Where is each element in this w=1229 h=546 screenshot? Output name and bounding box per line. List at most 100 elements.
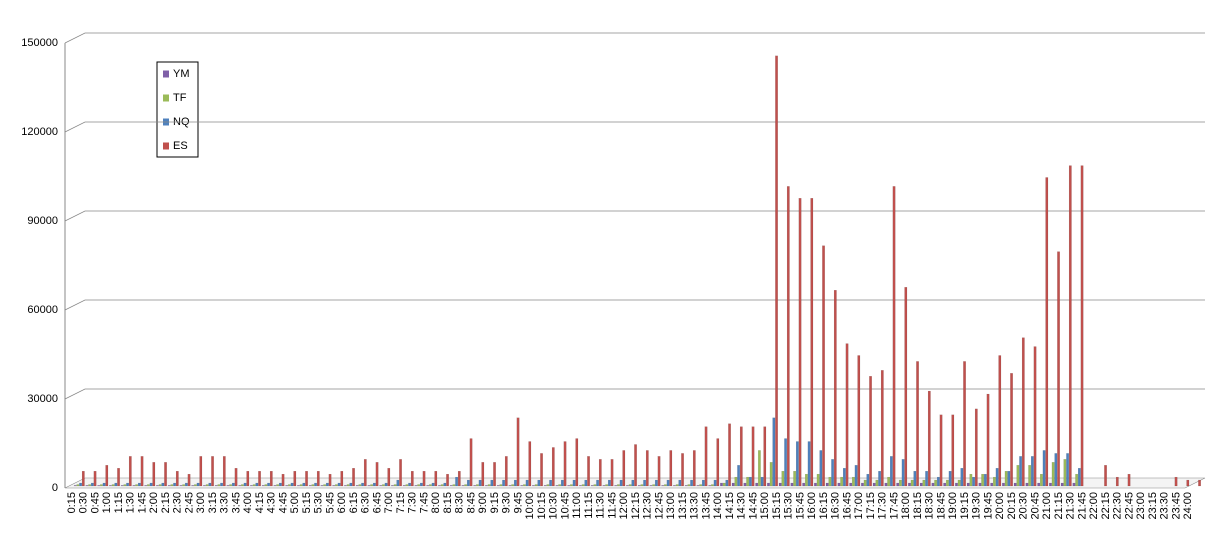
bar <box>100 484 103 487</box>
bar <box>314 482 317 487</box>
legend-label: TF <box>173 92 187 104</box>
bar <box>720 482 723 487</box>
bar <box>957 479 961 487</box>
bar <box>1080 165 1084 487</box>
bar <box>540 453 543 487</box>
bar <box>657 456 661 487</box>
bar <box>593 484 597 487</box>
bar <box>739 426 743 487</box>
bar <box>370 484 374 487</box>
bar <box>88 484 91 487</box>
x-tick-label: 9:15 <box>489 492 501 513</box>
bar <box>572 479 576 487</box>
bar <box>622 450 626 487</box>
x-tick-label: 3:30 <box>219 492 231 513</box>
x-tick-label: 2:45 <box>183 492 195 513</box>
bar <box>140 456 144 487</box>
x-tick-label: 24:00 <box>1182 492 1194 520</box>
bar <box>637 485 641 487</box>
bar <box>904 287 908 487</box>
bar <box>1013 482 1017 487</box>
bar <box>502 479 505 487</box>
bar <box>305 471 308 487</box>
x-tick-label: 17:45 <box>888 492 900 520</box>
bar <box>269 471 273 487</box>
bar <box>73 485 77 487</box>
x-tick-label: 19:00 <box>947 492 959 520</box>
x-tick-label: 13:00 <box>665 492 677 520</box>
bar <box>561 479 564 487</box>
x-tick-label: 16:00 <box>806 492 818 520</box>
legend-label: YM <box>173 68 190 80</box>
bar <box>410 471 414 487</box>
bar <box>819 450 823 487</box>
bar <box>528 441 532 487</box>
x-tick-label: 21:15 <box>1053 492 1065 520</box>
x-tick-label: 15:30 <box>783 492 795 520</box>
bar <box>955 482 958 487</box>
bar <box>252 484 256 487</box>
x-tick-label: 15:15 <box>771 492 783 520</box>
y-tick-label: 60000 <box>27 304 58 316</box>
bar <box>590 485 594 487</box>
bar <box>111 484 115 487</box>
bar <box>563 441 567 487</box>
bar <box>85 485 89 487</box>
bar <box>258 471 261 487</box>
bar <box>728 423 731 487</box>
bar <box>443 482 447 487</box>
bar <box>158 484 162 487</box>
bar <box>666 479 670 487</box>
bar <box>499 484 503 487</box>
x-tick-label: 8:00 <box>430 492 442 513</box>
bar <box>922 479 926 487</box>
bar <box>990 482 994 487</box>
bar <box>1040 473 1043 487</box>
bar <box>786 186 790 487</box>
bar <box>896 482 900 487</box>
x-tick-label: 4:45 <box>277 492 289 513</box>
bar <box>126 482 129 487</box>
bar <box>966 482 970 487</box>
x-tick-label: 0:45 <box>89 492 101 513</box>
bar <box>628 484 632 487</box>
x-tick-label: 23:30 <box>1159 492 1171 520</box>
x-tick-label: 5:30 <box>313 492 325 513</box>
bar <box>810 198 814 487</box>
bar <box>290 482 294 487</box>
bar <box>511 484 515 487</box>
bar <box>332 485 336 487</box>
x-tick-label: 13:15 <box>677 492 689 520</box>
bar <box>1068 165 1072 487</box>
bar <box>863 479 867 487</box>
x-tick-label: 1:00 <box>101 492 113 513</box>
x-tick-label: 23:00 <box>1135 492 1147 520</box>
bar <box>173 482 176 487</box>
bar <box>702 479 705 487</box>
bar <box>1051 462 1055 487</box>
bar <box>661 485 665 487</box>
bar <box>640 484 644 487</box>
bar <box>379 485 383 487</box>
bar <box>137 482 141 487</box>
bar <box>969 473 973 487</box>
bar <box>875 479 879 487</box>
bar <box>751 426 755 487</box>
bar <box>93 471 97 487</box>
bar <box>1075 473 1078 487</box>
x-tick-label: 6:00 <box>336 492 348 513</box>
bar <box>457 471 461 487</box>
bar <box>986 393 990 487</box>
bar <box>293 471 297 487</box>
bar <box>382 484 385 487</box>
bar <box>431 482 435 487</box>
bar <box>849 482 853 487</box>
bar <box>496 485 500 487</box>
x-tick-label: 16:45 <box>841 492 853 520</box>
bar <box>267 482 270 487</box>
bar <box>464 484 468 487</box>
bar <box>525 479 529 487</box>
x-tick-label: 9:45 <box>512 492 524 513</box>
bar <box>1054 453 1058 487</box>
legend-box <box>156 61 199 158</box>
